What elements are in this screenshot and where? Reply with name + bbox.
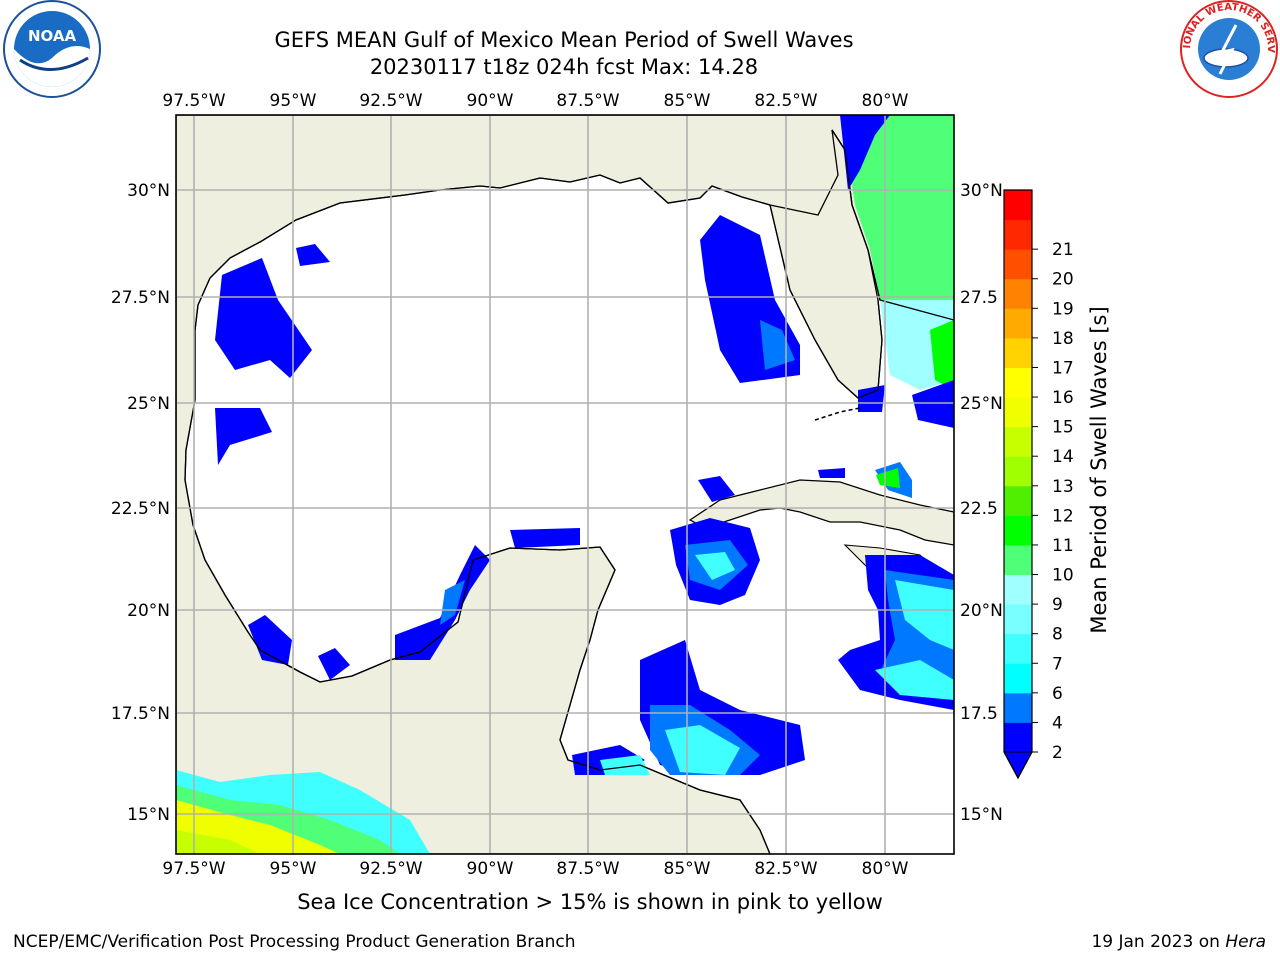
- date-stamp: 19 Jan 2023 on Hera: [1091, 932, 1266, 952]
- nws-logo: NATIONAL WEATHER SERVICE: [0, 0, 1278, 98]
- colorbar-extend-arrow: [1003, 751, 1033, 780]
- colorbar-bin: [1004, 367, 1032, 398]
- lat-label-right: 27.5: [960, 288, 998, 308]
- colorbar-bin: [1004, 692, 1032, 723]
- lat-label-left: 30°N: [127, 181, 170, 201]
- colorbar-bin: [1004, 604, 1032, 635]
- colorbar-bin: [1004, 722, 1032, 753]
- lon-label-bottom: 95°W: [270, 859, 317, 879]
- colorbar-tick-label: 18: [1052, 329, 1074, 349]
- lon-label-top: 85°W: [664, 91, 711, 111]
- credit-text: NCEP/EMC/Verification Post Processing Pr…: [13, 932, 576, 952]
- colorbar-bin: [1004, 456, 1032, 487]
- map-subtitle: 20230117 t18z 024h fcst Max: 14.28: [369, 55, 759, 79]
- colorbar-tick-label: 20: [1052, 270, 1074, 290]
- lat-label-right: 25°N: [960, 394, 1003, 414]
- colorbar-tick-label: 6: [1052, 684, 1063, 704]
- lat-label-left: 25°N: [127, 394, 170, 414]
- colorbar-bin: [1004, 426, 1032, 457]
- lon-label-bottom: 97.5°W: [162, 859, 225, 879]
- colorbar-bin: [1004, 544, 1032, 576]
- lat-label-left: 20°N: [127, 601, 170, 621]
- colorbar-bin: [1004, 397, 1032, 428]
- colorbar-bin: [1004, 574, 1032, 605]
- lat-label-right: 15°N: [960, 805, 1003, 825]
- lat-label-right: 17.5: [960, 704, 998, 724]
- colorbar-tick-label: 10: [1052, 566, 1074, 586]
- colorbar-bin: [1004, 663, 1032, 694]
- colorbar-bin: [1004, 633, 1032, 664]
- svg-text:NATIONAL WEATHER SERVICE: NATIONAL WEATHER SERVICE: [0, 0, 1276, 53]
- colorbar-label: Mean Period of Swell Waves [s]: [1087, 306, 1111, 633]
- sea-ice-caption: Sea Ice Concentration > 15% is shown in …: [297, 890, 883, 914]
- lat-label-left: 17.5°N: [111, 704, 170, 724]
- lon-label-top: 90°W: [467, 91, 514, 111]
- lon-label-bottom: 85°W: [664, 859, 711, 879]
- colorbar-tick-label: 17: [1052, 358, 1074, 378]
- lat-label-right: 20°N: [960, 601, 1003, 621]
- colorbar-bin: [1004, 190, 1032, 221]
- cuba: [688, 479, 954, 546]
- map-frame: [175, 114, 955, 855]
- map-title: GEFS MEAN Gulf of Mexico Mean Period of …: [274, 28, 854, 52]
- lon-label-bottom: 82.5°W: [754, 859, 817, 879]
- swell-patch-nw-gulf: [215, 258, 312, 378]
- colorbar-tick-label: 11: [1052, 536, 1074, 556]
- colorbar-tick-label: 4: [1052, 713, 1063, 733]
- lon-label-top: 82.5°W: [754, 91, 817, 111]
- colorbar-bin: [1004, 308, 1032, 339]
- colorbar-tick-label: 7: [1052, 654, 1063, 674]
- colorbar-tick-label: 8: [1052, 625, 1063, 645]
- lon-label-bottom: 87.5°W: [556, 859, 619, 879]
- colorbar-tick-label: 2: [1052, 743, 1063, 763]
- lat-label-right: 22.5: [960, 499, 998, 519]
- lon-label-bottom: 80°W: [862, 859, 909, 879]
- colorbar-bin: [1004, 485, 1032, 516]
- colorbar-bin: [1004, 337, 1032, 368]
- lat-label-left: 22.5°N: [111, 499, 170, 519]
- lon-label-top: 95°W: [270, 91, 317, 111]
- lon-label-top: 87.5°W: [556, 91, 619, 111]
- colorbar-tick-label: 12: [1052, 506, 1074, 526]
- colorbar-tick-label: 19: [1052, 299, 1074, 319]
- colorbar-tick-label: 9: [1052, 595, 1063, 615]
- colorbar-bin: [1004, 219, 1032, 250]
- colorbar: 2 4 6 7 8 9 10 11 12 13 14 15 16 17 18 19 20 21: [1003, 189, 1074, 780]
- lon-label-top: 97.5°W: [162, 91, 225, 111]
- lat-label-left: 27.5°N: [111, 288, 170, 308]
- colorbar-tick-label: 14: [1052, 447, 1074, 467]
- svg-text:NOAA: NOAA: [28, 27, 77, 45]
- graticule: [176, 115, 954, 854]
- colorbar-bin: [1004, 515, 1032, 546]
- lon-label-top: 92.5°W: [359, 91, 422, 111]
- lon-label-bottom: 92.5°W: [359, 859, 422, 879]
- lat-label-left: 15°N: [127, 805, 170, 825]
- lat-label-right: 30°N: [960, 181, 1003, 201]
- colorbar-tick-label: 16: [1052, 388, 1074, 408]
- colorbar-tick-label: 21: [1052, 240, 1074, 260]
- noaa-logo: NOAA: [3, 0, 101, 98]
- lon-label-top: 80°W: [862, 91, 909, 111]
- colorbar-tick-label: 13: [1052, 477, 1074, 497]
- colorbar-bin: [1004, 249, 1032, 280]
- colorbar-bin: [1004, 278, 1032, 309]
- host-name: Hera: [1225, 932, 1266, 952]
- colorbar-tick-label: 15: [1052, 418, 1074, 438]
- lon-label-bottom: 90°W: [467, 859, 514, 879]
